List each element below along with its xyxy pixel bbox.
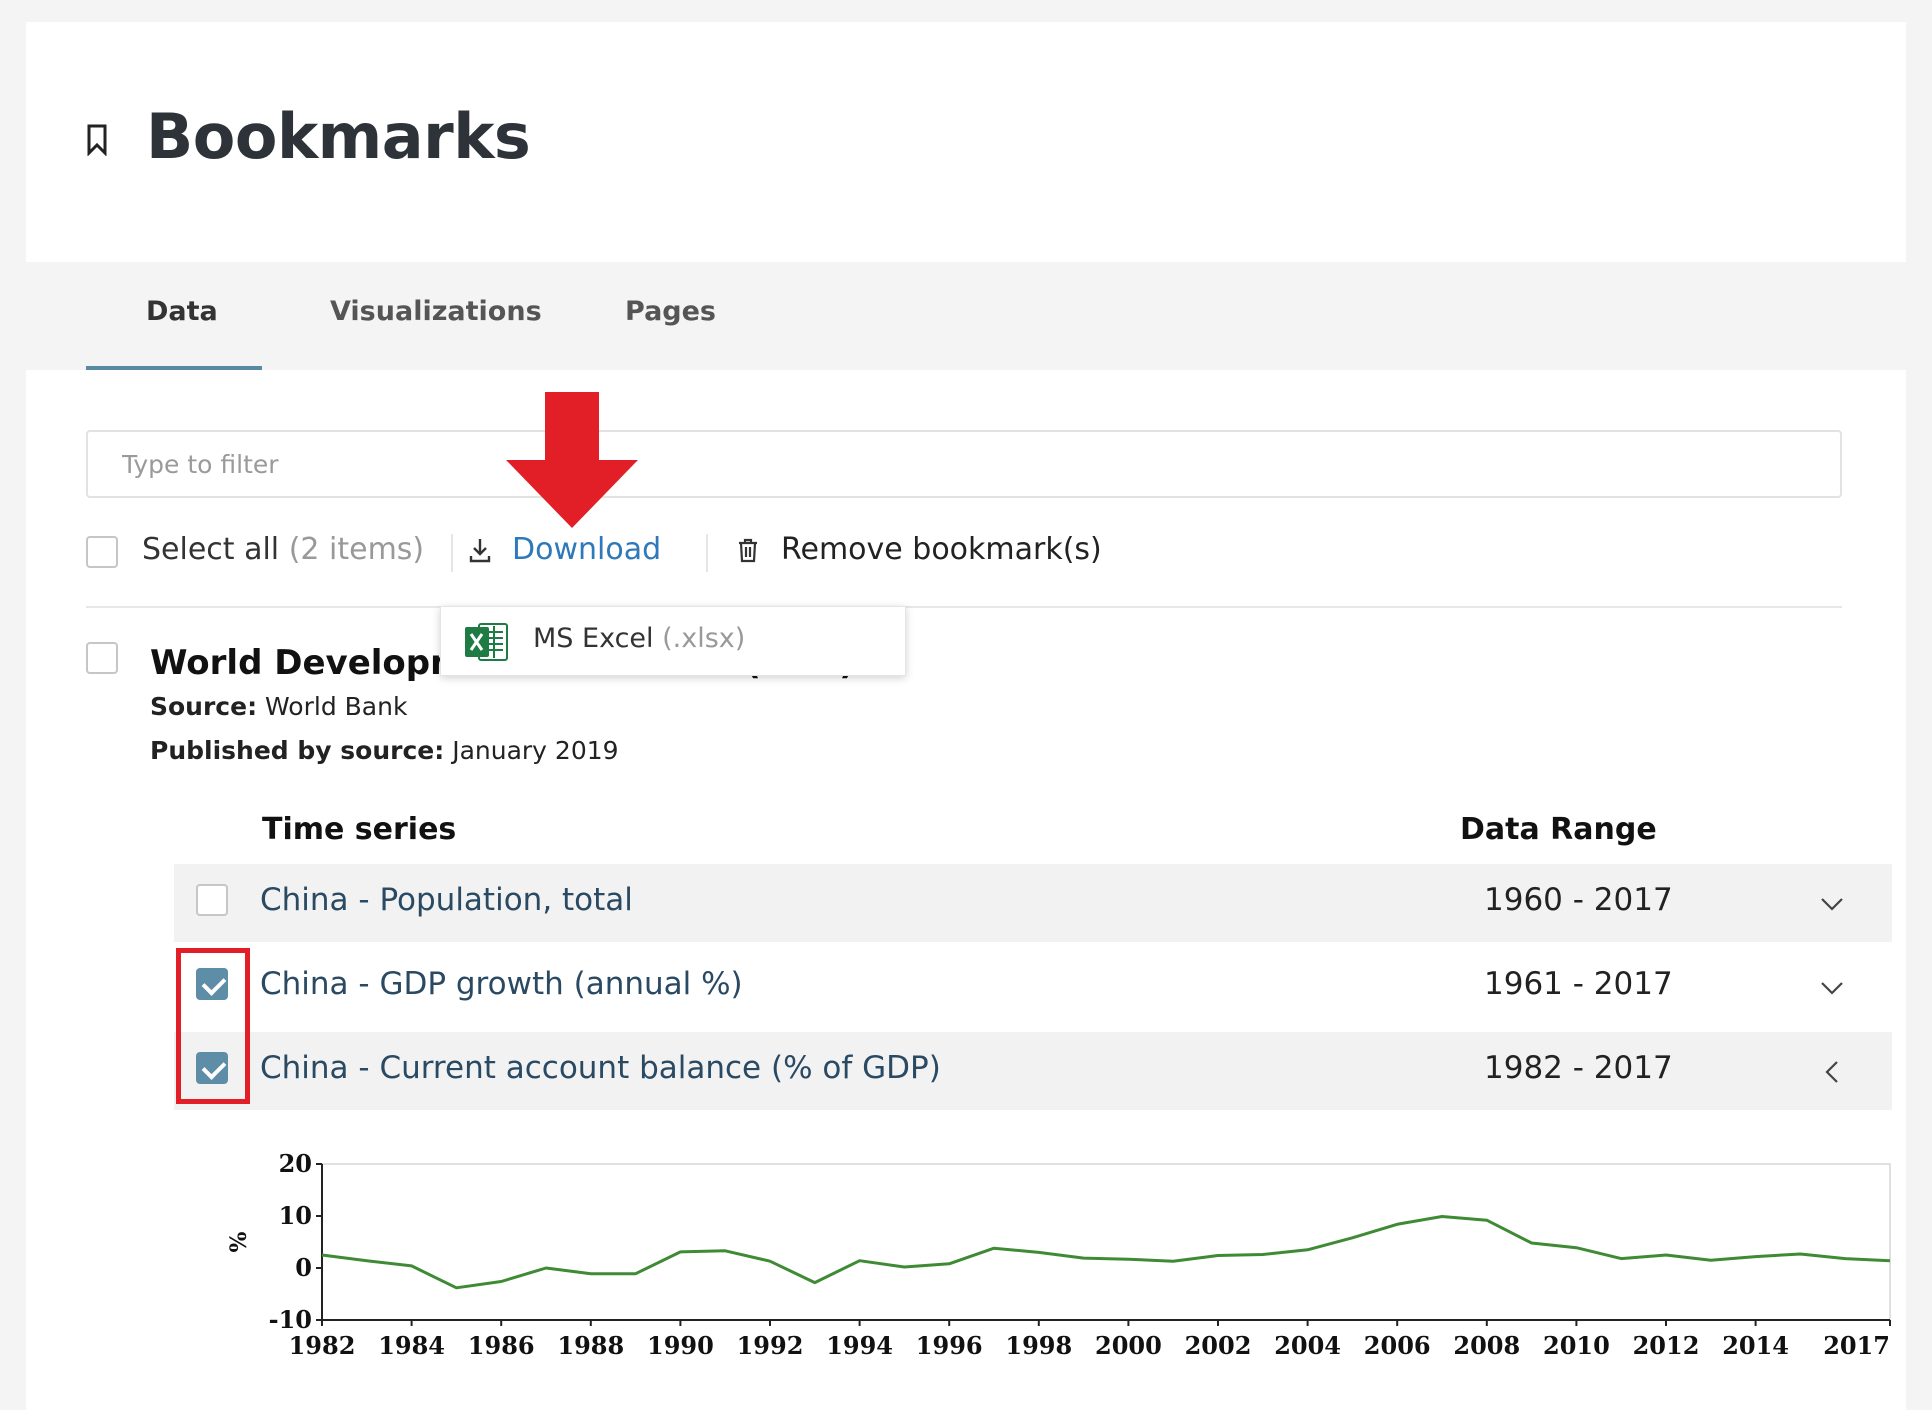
x-tick-label: 1982 — [289, 1331, 356, 1360]
dataset-checkbox[interactable] — [86, 642, 118, 674]
series-range: 1961 - 2017 — [1484, 966, 1673, 1002]
ms-excel-option[interactable]: MS Excel (.xlsx) — [533, 623, 745, 654]
select-all-checkbox[interactable] — [86, 536, 118, 568]
tab-visualizations[interactable]: Visualizations — [330, 296, 542, 327]
source-value: World Bank — [265, 692, 408, 721]
x-tick-label: 1996 — [916, 1331, 983, 1360]
source-label: Source: — [150, 692, 258, 721]
tab-bar: Data Visualizations Pages — [26, 262, 1906, 372]
table-row[interactable]: China - Population, total 1960 - 2017 — [174, 864, 1892, 942]
remove-bookmarks-button[interactable]: Remove bookmark(s) — [781, 532, 1102, 567]
select-all-text: Select all — [142, 532, 280, 567]
y-tick-label: 10 — [279, 1201, 312, 1230]
highlight-box — [176, 948, 250, 1104]
divider — [86, 606, 1842, 608]
row-checkbox[interactable] — [196, 884, 228, 916]
y-tick-label: 20 — [279, 1149, 312, 1178]
download-icon[interactable] — [468, 536, 492, 564]
time-series-header: Time series — [262, 812, 457, 847]
tab-pages[interactable]: Pages — [625, 296, 716, 327]
x-tick-label: 2010 — [1543, 1331, 1610, 1360]
y-axis-label: % — [226, 1231, 252, 1252]
x-tick-label: 1988 — [557, 1331, 624, 1360]
chevron-left-icon[interactable] — [1818, 1058, 1846, 1086]
data-range-header: Data Range — [1460, 812, 1657, 847]
chevron-down-icon[interactable] — [1818, 974, 1846, 1002]
excel-icon — [465, 623, 508, 661]
x-tick-label: 2000 — [1095, 1331, 1162, 1360]
series-name[interactable]: China - GDP growth (annual %) — [260, 966, 743, 1002]
series-name[interactable]: China - Population, total — [260, 882, 633, 918]
tab-data[interactable]: Data — [146, 296, 218, 327]
table-row[interactable]: China - Current account balance (% of GD… — [174, 1032, 1892, 1110]
download-button[interactable]: Download — [512, 532, 662, 567]
x-tick-label: 1998 — [1005, 1331, 1072, 1360]
ms-excel-label: MS Excel — [533, 623, 654, 654]
y-tick-label: -10 — [269, 1305, 312, 1334]
toolbar-divider — [706, 534, 708, 572]
x-tick-label: 1986 — [468, 1331, 535, 1360]
item-count: (2 items) — [288, 532, 425, 567]
plot-frame — [321, 1163, 1891, 1321]
active-tab-indicator — [86, 366, 262, 372]
x-tick-label: 1984 — [378, 1331, 445, 1360]
dataset-published: Published by source: January 2019 — [150, 736, 619, 765]
x-tick-label: 1990 — [647, 1331, 714, 1360]
series-range: 1982 - 2017 — [1484, 1050, 1673, 1086]
trash-icon[interactable] — [736, 536, 760, 564]
bookmark-icon — [87, 124, 107, 156]
select-all-label[interactable]: Select all (2 items) — [142, 532, 424, 567]
toolbar-divider — [451, 534, 453, 572]
series-line — [321, 1215, 1891, 1290]
bookmarks-panel: Select all (2 items) Download Remove boo… — [26, 370, 1906, 1410]
published-value: January 2019 — [452, 736, 619, 765]
download-menu: MS Excel (.xlsx) — [440, 606, 906, 676]
red-arrow-annotation — [506, 392, 638, 528]
row-checkbox[interactable] — [196, 1052, 228, 1084]
y-tick-label: 0 — [295, 1253, 312, 1282]
published-label: Published by source: — [150, 736, 445, 765]
dataset-source: Source: World Bank — [150, 692, 407, 721]
ms-excel-ext: (.xlsx) — [662, 623, 746, 654]
series-range: 1960 - 2017 — [1484, 882, 1673, 918]
row-checkbox[interactable] — [196, 968, 228, 1000]
page-title: Bookmarks — [146, 100, 531, 173]
x-tick-label: 2012 — [1633, 1331, 1700, 1360]
chevron-down-icon[interactable] — [1818, 890, 1846, 918]
x-tick-label: 1992 — [737, 1331, 804, 1360]
x-tick-label: 2008 — [1453, 1331, 1520, 1360]
filter-input[interactable] — [86, 430, 1842, 498]
x-tick-label: 2017 — [1823, 1331, 1890, 1360]
header-card — [26, 22, 1906, 262]
series-name[interactable]: China - Current account balance (% of GD… — [260, 1050, 941, 1086]
x-tick-label: 2004 — [1274, 1331, 1341, 1360]
x-tick-label: 2006 — [1364, 1331, 1431, 1360]
x-tick-label: 2002 — [1185, 1331, 1252, 1360]
x-tick-label: 2014 — [1722, 1331, 1789, 1360]
table-row[interactable]: China - GDP growth (annual %) 1961 - 201… — [174, 948, 1892, 1026]
toolbar: Select all (2 items) Download Remove boo… — [86, 532, 1842, 582]
x-tick-label: 1994 — [826, 1331, 893, 1360]
